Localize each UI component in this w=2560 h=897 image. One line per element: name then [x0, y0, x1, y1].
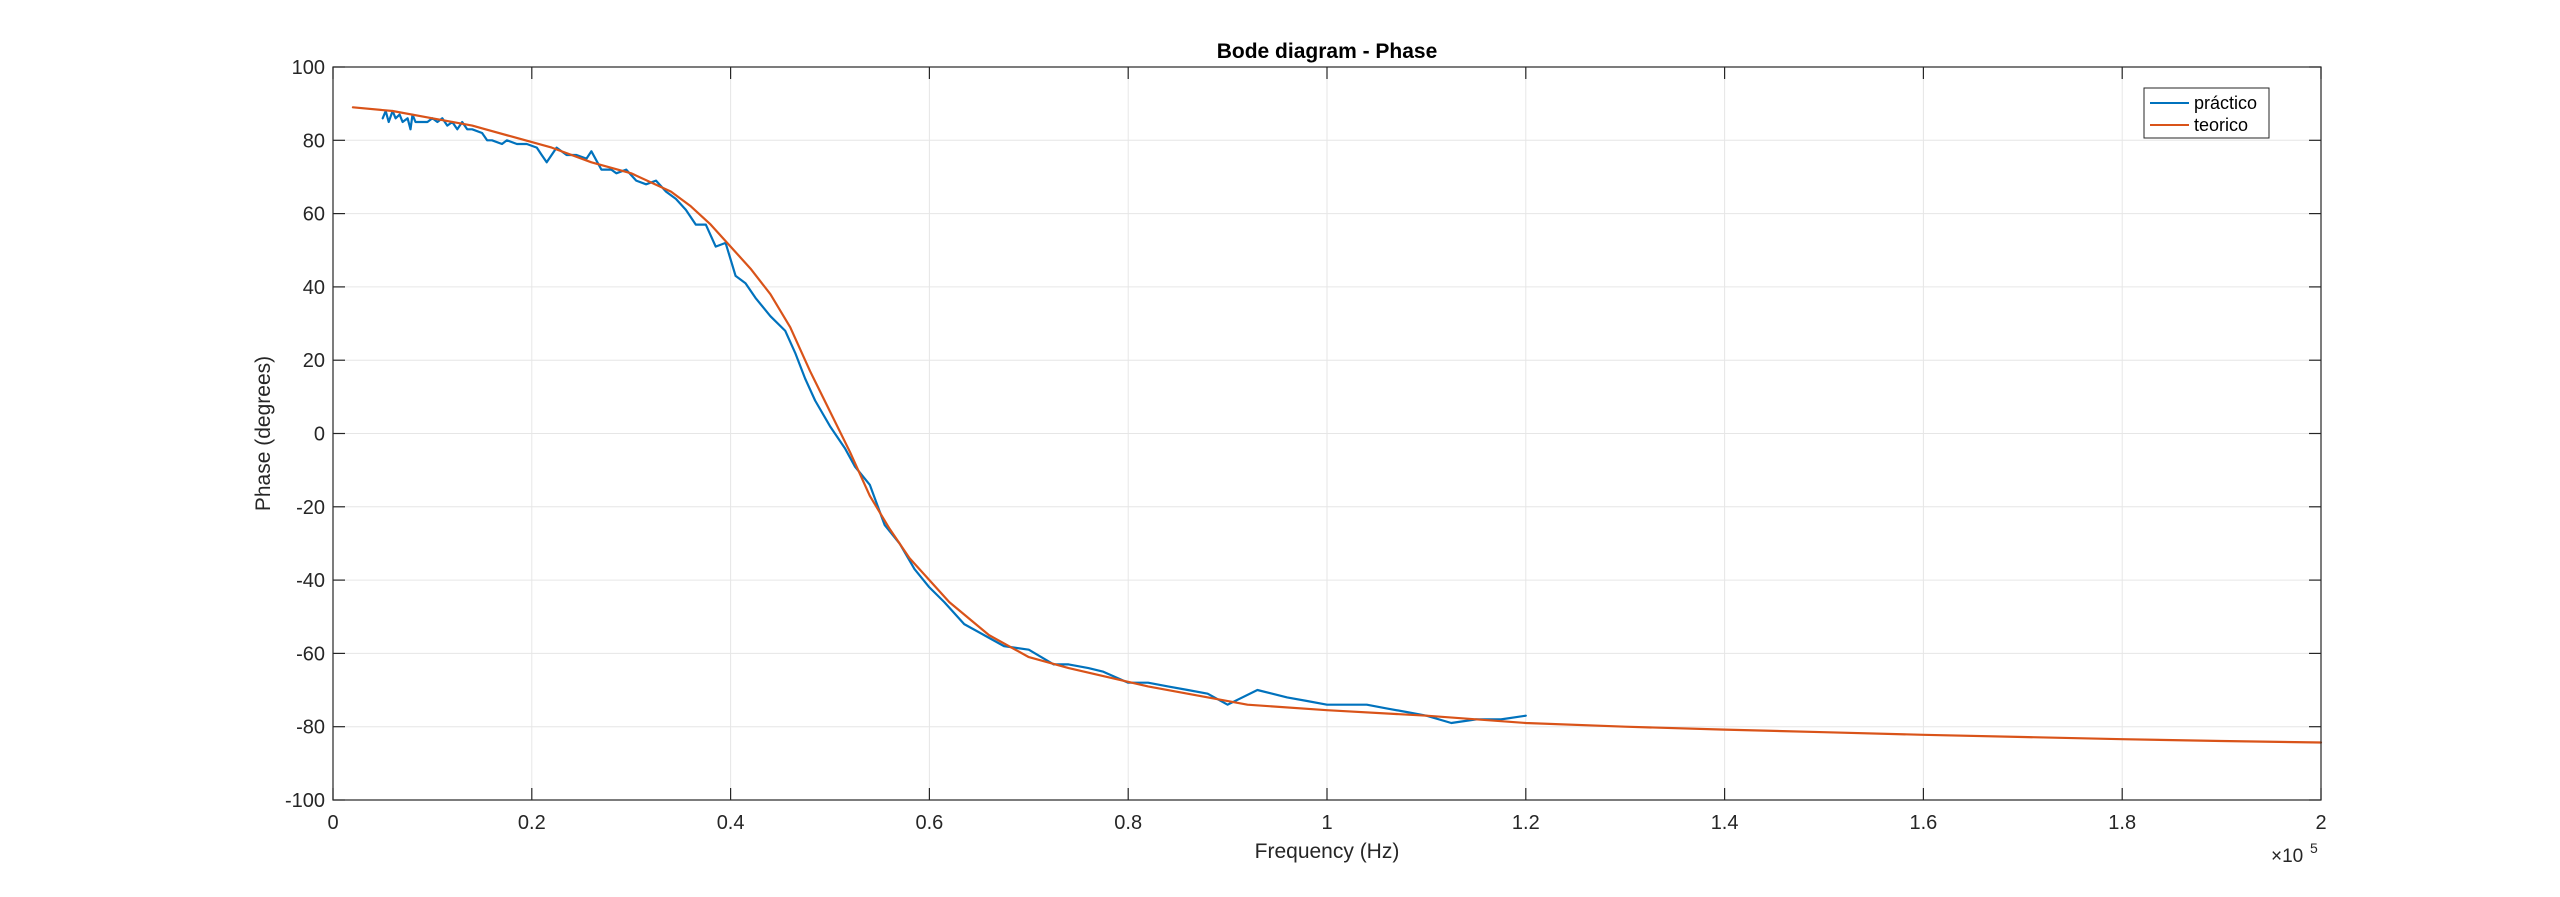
- x-tick-label: 0: [327, 812, 338, 834]
- chart-title: Bode diagram - Phase: [1217, 40, 1438, 63]
- x-tick-label: 0.6: [915, 812, 943, 834]
- y-tick-label: -60: [296, 643, 325, 665]
- legend-label-teorico: teorico: [2194, 115, 2248, 135]
- y-tick-label: -100: [285, 790, 325, 812]
- x-exponent-base: ×10: [2271, 846, 2303, 867]
- legend: práctico teorico: [2143, 87, 2270, 139]
- x-tick-label: 1: [1321, 812, 1332, 834]
- x-tick-label: 1.2: [1512, 812, 1540, 834]
- x-tick-label: 1.8: [2108, 812, 2136, 834]
- x-tick-label: 0.8: [1114, 812, 1142, 834]
- x-tick-label: 1.6: [1909, 812, 1937, 834]
- y-tick-label: 0: [314, 424, 325, 446]
- series-line-practico: [381, 109, 1527, 725]
- x-tick-label: 2: [2315, 812, 2326, 834]
- legend-box: [2143, 87, 2270, 139]
- tick-marks: [332, 66, 2322, 801]
- series-line-teorico: [351, 106, 2323, 744]
- x-exponent-power: 5: [2310, 840, 2318, 856]
- x-tick-label: 1.4: [1711, 812, 1739, 834]
- y-tick-label: 40: [303, 277, 325, 299]
- y-tick-label: -40: [296, 570, 325, 592]
- x-tick-label: 0.2: [518, 812, 546, 834]
- x-axis-exponent: ×10 5: [2271, 840, 2318, 867]
- x-axis-label: Frequency (Hz): [1255, 840, 1400, 863]
- y-tick-label: 80: [303, 130, 325, 152]
- data-series: [351, 106, 2323, 744]
- y-tick-labels: -100 -80 -60 -40 -20 0 20 40 60 80 100: [285, 57, 325, 812]
- y-tick-label: 60: [303, 204, 325, 226]
- y-tick-label: -20: [296, 497, 325, 519]
- y-tick-label: -80: [296, 717, 325, 739]
- y-tick-label: 20: [303, 350, 325, 372]
- x-tick-label: 0.4: [717, 812, 745, 834]
- legend-label-practico: práctico: [2194, 93, 2257, 113]
- y-tick-label: 100: [292, 57, 325, 79]
- y-axis-label: Phase (degrees): [252, 356, 275, 511]
- x-tick-labels: 0 0.2 0.4 0.6 0.8 1 1.2 1.4 1.6 1.8 2: [327, 812, 2326, 834]
